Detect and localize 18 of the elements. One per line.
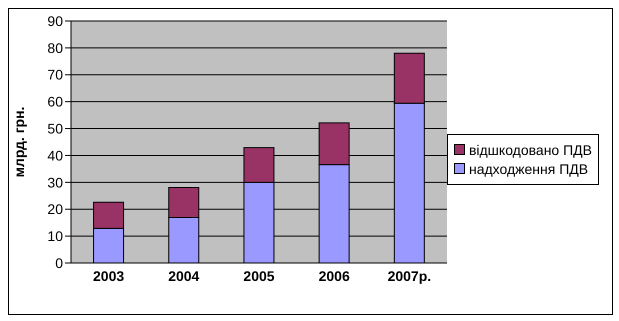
y-tick-label: 40 — [47, 147, 64, 164]
y-axis-title: млрд. грн. — [10, 106, 27, 178]
x-tick-label: 2004 — [168, 268, 200, 284]
y-tick-label: 20 — [47, 201, 64, 218]
y-tick-label: 10 — [47, 228, 64, 244]
y-tick-label: 90 — [47, 12, 64, 29]
y-tick-label: 80 — [47, 40, 64, 56]
y-tick-label: 50 — [47, 120, 64, 137]
x-tick-label: 2005 — [243, 268, 275, 284]
x-tick-label: 2007р. — [388, 268, 432, 284]
y-tick-label: 0 — [55, 254, 64, 271]
legend-label: надходження ПДВ — [468, 160, 590, 176]
y-tick-label: 70 — [47, 66, 64, 83]
x-tick-label: 2006 — [318, 268, 350, 284]
legend-label: відшкодовано ПДВ — [468, 142, 592, 158]
y-tick-label: 30 — [47, 174, 64, 190]
x-tick-label: 2003 — [93, 268, 124, 284]
y-tick-label: 60 — [47, 94, 64, 110]
